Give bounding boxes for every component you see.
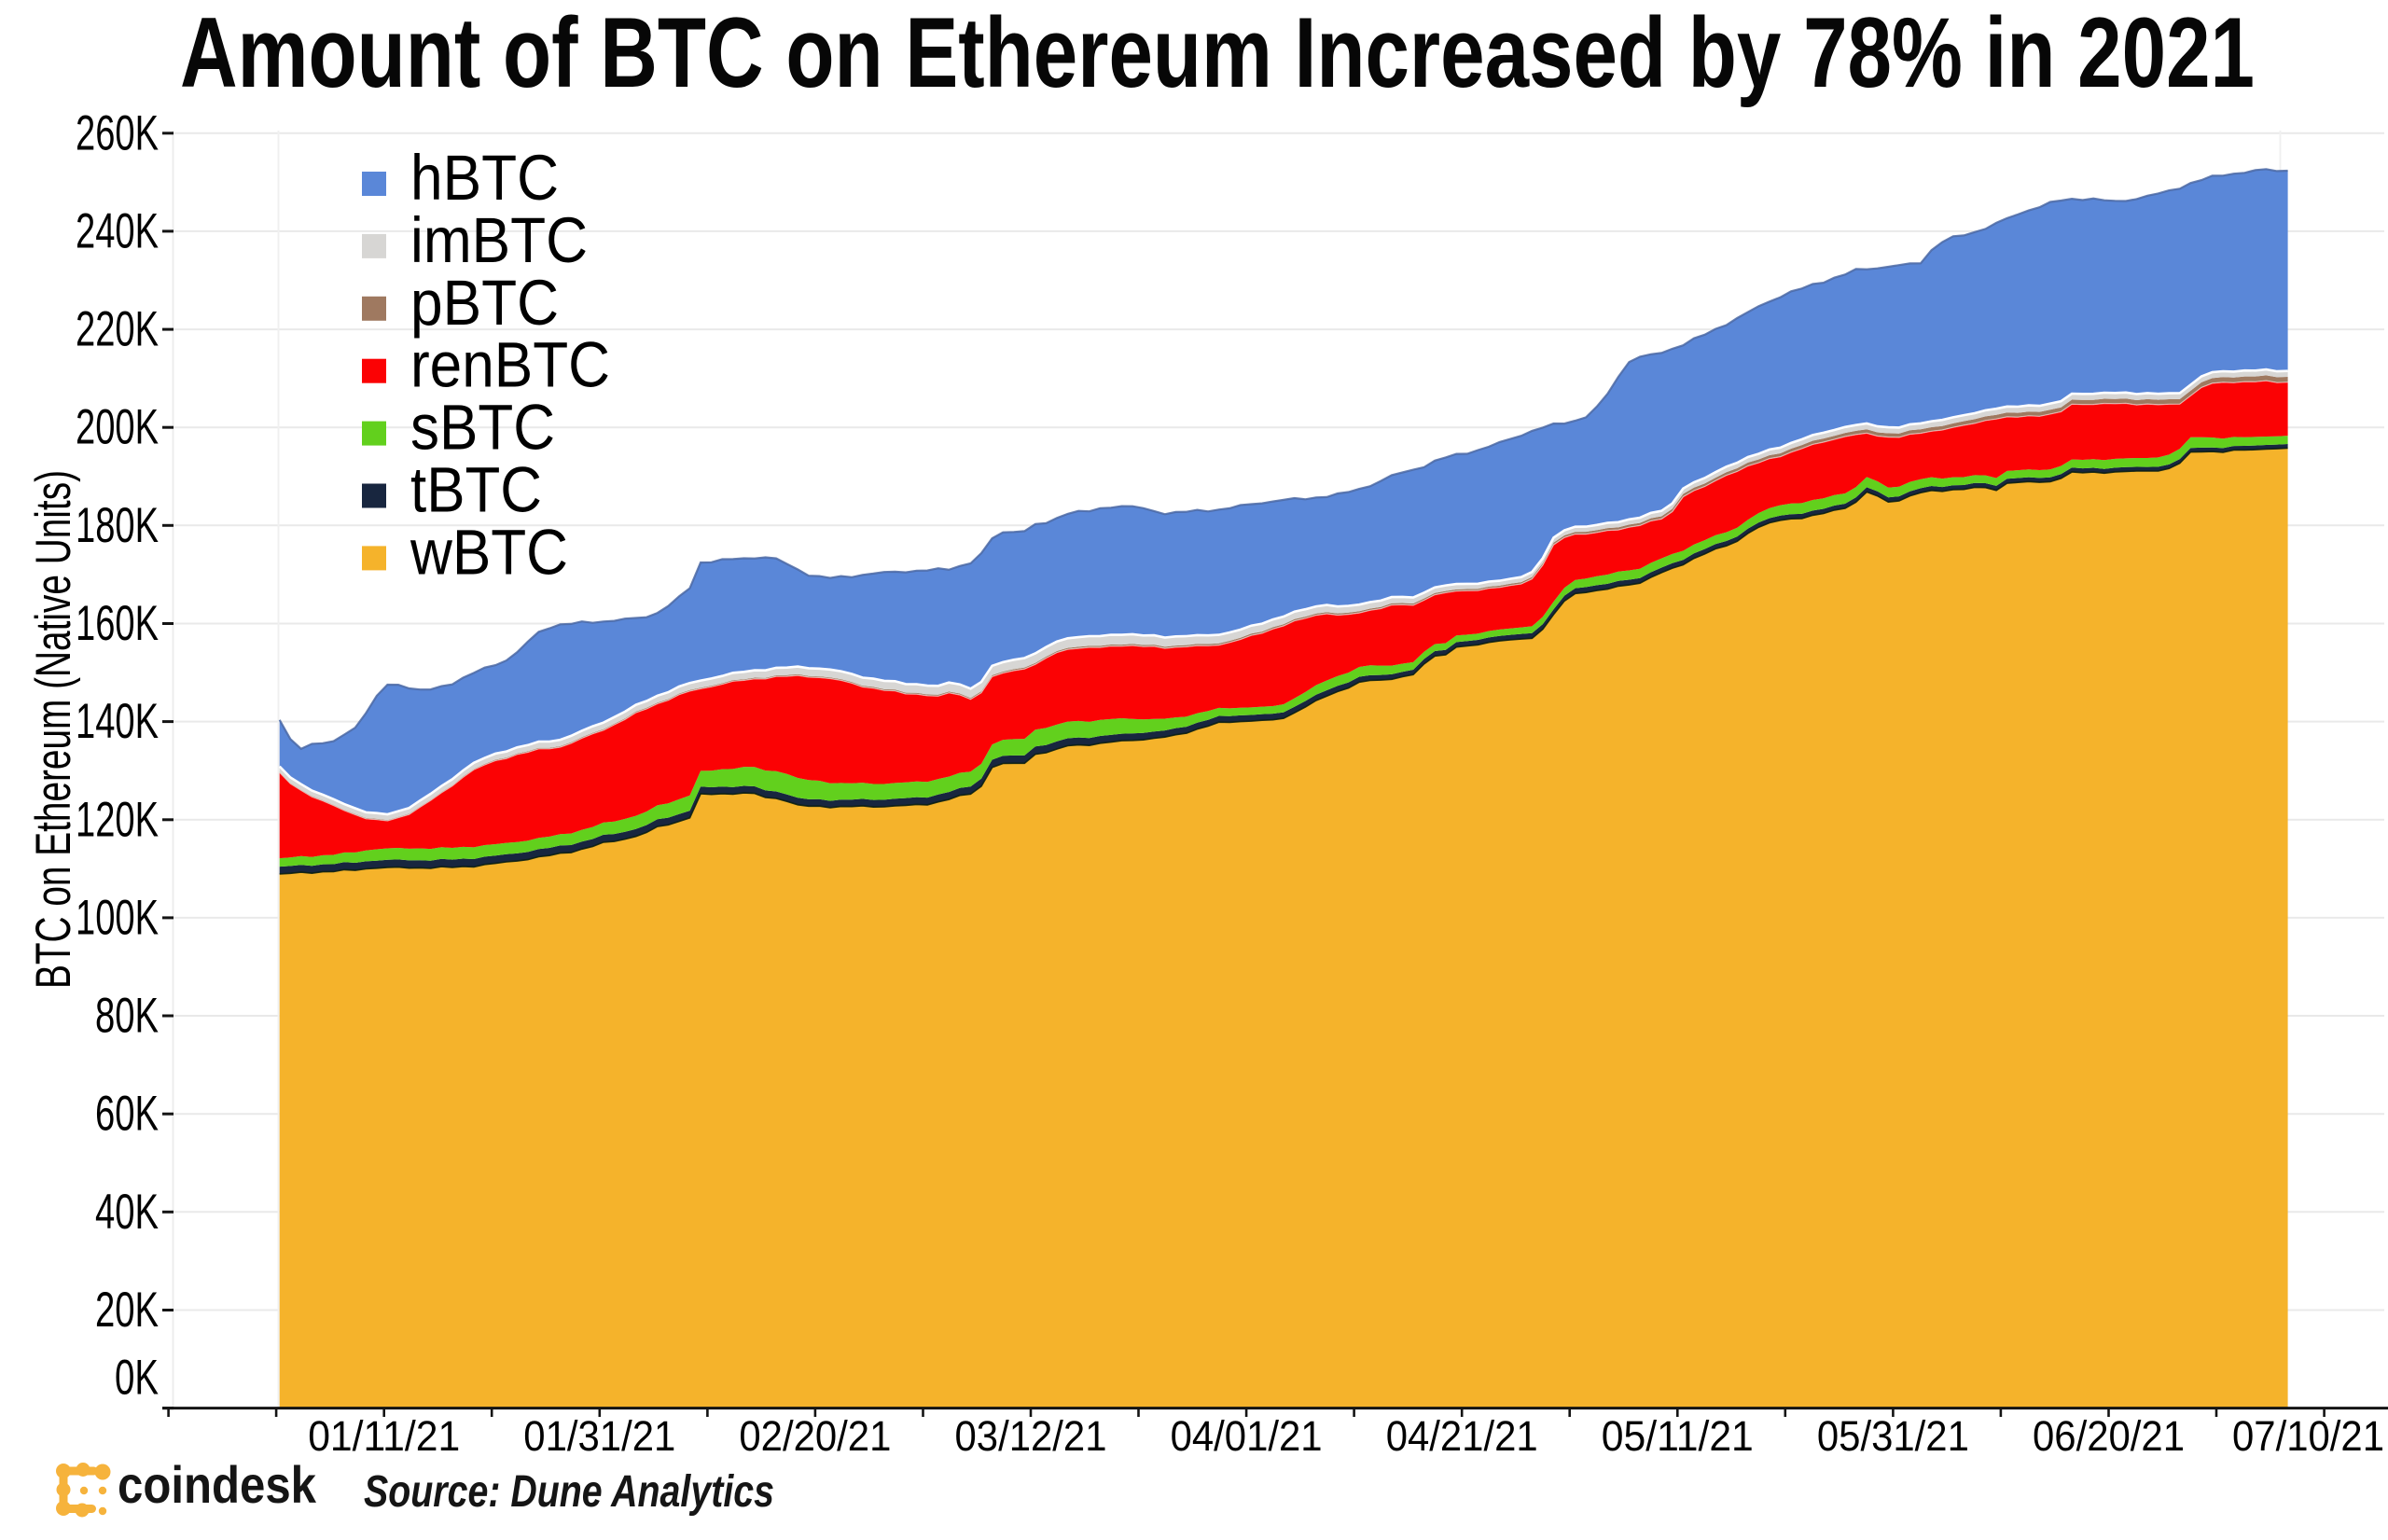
svg-text:60K: 60K <box>95 1087 159 1142</box>
svg-text:220K: 220K <box>76 302 159 357</box>
svg-text:200K: 200K <box>76 400 159 455</box>
svg-text:Source: Dune Analytics: Source: Dune Analytics <box>364 1467 774 1517</box>
svg-text:100K: 100K <box>76 890 159 945</box>
svg-text:80K: 80K <box>95 989 159 1044</box>
svg-text:05/11/21: 05/11/21 <box>1602 1412 1754 1460</box>
svg-text:hBTC: hBTC <box>410 142 559 214</box>
svg-text:Amount of BTC on Ethereum Incr: Amount of BTC on Ethereum Increased by 7… <box>180 0 2255 108</box>
svg-text:02/20/21: 02/20/21 <box>739 1412 891 1460</box>
svg-text:wBTC: wBTC <box>410 516 568 588</box>
svg-text:04/21/21: 04/21/21 <box>1386 1412 1538 1460</box>
svg-text:240K: 240K <box>76 203 159 258</box>
svg-text:160K: 160K <box>76 596 159 651</box>
svg-text:140K: 140K <box>76 694 159 749</box>
svg-text:renBTC: renBTC <box>410 329 610 401</box>
svg-text:05/31/21: 05/31/21 <box>1817 1412 1969 1460</box>
svg-text:180K: 180K <box>76 498 159 553</box>
svg-text:03/12/21: 03/12/21 <box>955 1412 1107 1460</box>
svg-text:20K: 20K <box>95 1283 159 1338</box>
svg-text:01/11/21: 01/11/21 <box>308 1412 460 1460</box>
svg-text:260K: 260K <box>76 105 159 160</box>
svg-text:06/20/21: 06/20/21 <box>2033 1412 2185 1460</box>
svg-text:BTC on Ethereum (Native Units): BTC on Ethereum (Native Units) <box>26 470 81 989</box>
svg-text:tBTC: tBTC <box>410 454 542 526</box>
svg-text:40K: 40K <box>95 1185 159 1240</box>
svg-text:0K: 0K <box>115 1351 159 1406</box>
svg-text:pBTC: pBTC <box>410 267 559 339</box>
svg-text:coindesk: coindesk <box>118 1455 317 1514</box>
svg-text:imBTC: imBTC <box>410 204 588 276</box>
svg-text:04/01/21: 04/01/21 <box>1171 1412 1323 1460</box>
svg-text:120K: 120K <box>76 792 159 847</box>
svg-text:01/31/21: 01/31/21 <box>523 1412 675 1460</box>
svg-text:sBTC: sBTC <box>410 392 555 464</box>
svg-text:07/10/21: 07/10/21 <box>2232 1412 2384 1460</box>
